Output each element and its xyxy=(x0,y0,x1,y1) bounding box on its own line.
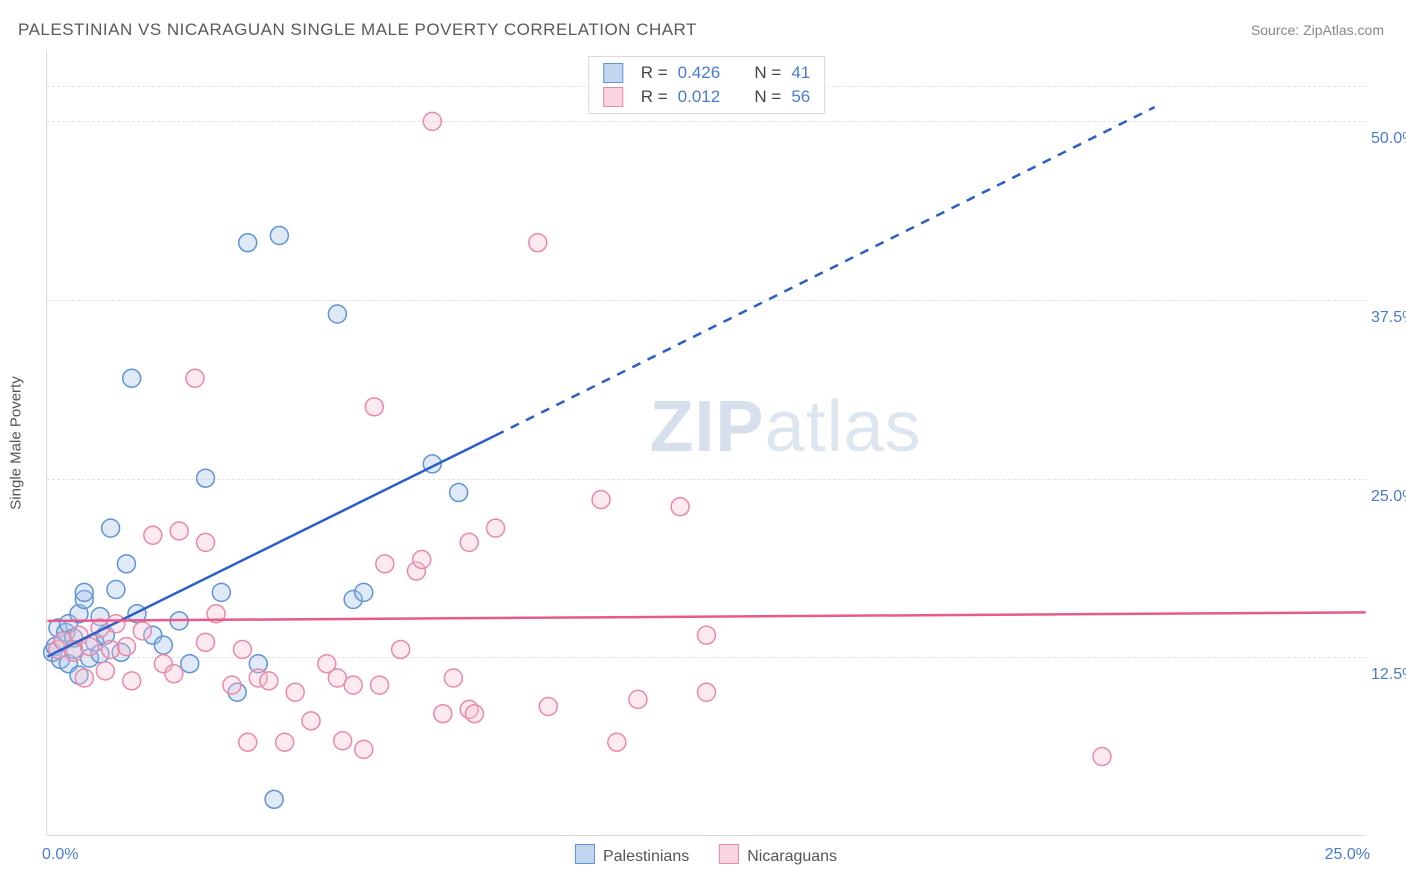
source-prefix: Source: xyxy=(1251,22,1303,38)
data-point xyxy=(434,705,452,723)
data-point xyxy=(123,369,141,387)
data-point xyxy=(102,640,120,658)
legend-swatch xyxy=(603,87,623,107)
data-point xyxy=(423,112,441,130)
legend-label: Nicaraguans xyxy=(747,848,837,865)
regression-line xyxy=(47,435,495,656)
x-tick-label: 0.0% xyxy=(42,846,78,864)
data-point xyxy=(629,690,647,708)
data-point xyxy=(328,305,346,323)
data-point xyxy=(392,640,410,658)
legend-item: Palestinians xyxy=(575,844,689,866)
data-point xyxy=(592,491,610,509)
n-value: 41 xyxy=(791,63,810,83)
n-label: N = xyxy=(754,87,781,107)
data-point xyxy=(286,683,304,701)
data-point xyxy=(212,583,230,601)
data-point xyxy=(265,790,283,808)
data-point xyxy=(170,522,188,540)
data-point xyxy=(133,622,151,640)
plot-area: ZIPatlas R = 0.426 N = 41R = 0.012 N = 5… xyxy=(46,50,1366,836)
data-point xyxy=(487,519,505,537)
r-label: R = xyxy=(641,87,668,107)
legend-item: Nicaraguans xyxy=(719,844,837,866)
data-point xyxy=(75,583,93,601)
legend-stat-row: R = 0.426 N = 41 xyxy=(603,61,811,85)
data-point xyxy=(450,483,468,501)
data-point xyxy=(444,669,462,687)
data-point xyxy=(123,672,141,690)
legend-stat-row: R = 0.012 N = 56 xyxy=(603,85,811,109)
data-point xyxy=(344,676,362,694)
y-tick-label: 12.5% xyxy=(1371,666,1406,684)
legend-label: Palestinians xyxy=(603,848,689,865)
plot-frame: ZIPatlas R = 0.426 N = 41R = 0.012 N = 5… xyxy=(46,50,1366,836)
legend-swatch xyxy=(719,844,739,864)
data-point xyxy=(1093,748,1111,766)
data-point xyxy=(529,234,547,252)
data-point xyxy=(223,676,241,694)
data-point xyxy=(671,498,689,516)
y-tick-label: 50.0% xyxy=(1371,130,1406,148)
regression-line xyxy=(47,612,1365,621)
data-point xyxy=(270,227,288,245)
data-point xyxy=(376,555,394,573)
data-point xyxy=(608,733,626,751)
n-label: N = xyxy=(754,63,781,83)
data-point xyxy=(260,672,278,690)
data-point xyxy=(698,626,716,644)
r-label: R = xyxy=(641,63,668,83)
data-point xyxy=(413,551,431,569)
data-point xyxy=(96,662,114,680)
x-tick-label: 25.0% xyxy=(1325,846,1370,864)
data-point xyxy=(539,698,557,716)
legend-correlation-box: R = 0.426 N = 41R = 0.012 N = 56 xyxy=(588,56,826,114)
data-point xyxy=(355,740,373,758)
data-point xyxy=(698,683,716,701)
data-point xyxy=(107,581,125,599)
data-point xyxy=(239,733,257,751)
y-tick-label: 37.5% xyxy=(1371,309,1406,327)
data-point xyxy=(460,533,478,551)
data-point xyxy=(355,583,373,601)
regression-line-dashed xyxy=(496,107,1155,435)
data-point xyxy=(276,733,294,751)
legend-series: Palestinians Nicaraguans xyxy=(575,844,837,866)
data-point xyxy=(233,640,251,658)
data-point xyxy=(334,732,352,750)
legend-swatch xyxy=(603,63,623,83)
data-point xyxy=(365,398,383,416)
data-point xyxy=(154,636,172,654)
scatter-svg xyxy=(47,50,1366,835)
data-point xyxy=(117,555,135,573)
y-axis-label: Single Male Poverty xyxy=(8,376,25,509)
data-point xyxy=(197,533,215,551)
data-point xyxy=(371,676,389,694)
data-point xyxy=(181,655,199,673)
n-value: 56 xyxy=(791,87,810,107)
data-point xyxy=(75,669,93,687)
data-point xyxy=(81,638,99,656)
chart-title: PALESTINIAN VS NICARAGUAN SINGLE MALE PO… xyxy=(18,20,697,40)
data-point xyxy=(165,665,183,683)
source-attribution: Source: ZipAtlas.com xyxy=(1251,22,1384,38)
source-link[interactable]: ZipAtlas.com xyxy=(1303,22,1384,38)
data-point xyxy=(102,519,120,537)
data-point xyxy=(465,705,483,723)
data-point xyxy=(117,638,135,656)
legend-swatch xyxy=(575,844,595,864)
data-point xyxy=(186,369,204,387)
data-point xyxy=(197,469,215,487)
data-point xyxy=(239,234,257,252)
y-tick-label: 25.0% xyxy=(1371,488,1406,506)
r-value: 0.012 xyxy=(678,87,721,107)
data-point xyxy=(302,712,320,730)
data-point xyxy=(197,633,215,651)
r-value: 0.426 xyxy=(678,63,721,83)
data-point xyxy=(144,526,162,544)
